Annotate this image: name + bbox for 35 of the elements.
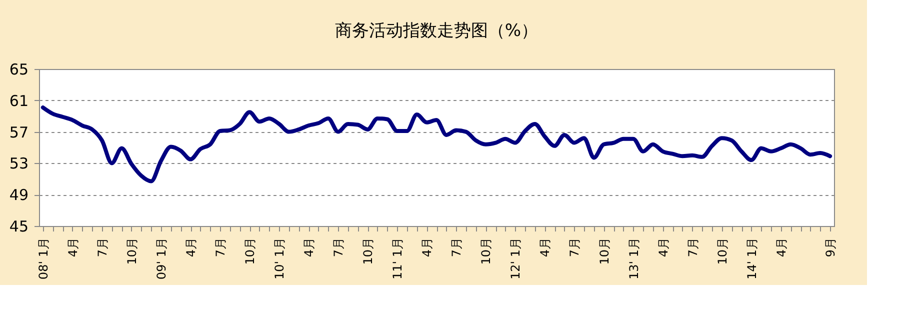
x-tick-label: 10月 [479,238,494,265]
x-tick-label: 4月 [184,238,198,258]
x-tick-label: 7月 [686,238,700,258]
x-tick-label: 09' 1月 [154,238,169,280]
x-tick-label: 14' 1月 [744,238,759,280]
x-tick-label: 10月 [124,238,139,265]
x-tick-label: 10月 [361,238,376,265]
y-tick-label: 53 [9,154,28,173]
x-tick-label: 4月 [66,238,80,258]
x-tick-label: 7月 [214,238,228,258]
x-tick-label: 4月 [774,238,788,258]
x-tick-label: 08' 1月 [36,238,50,280]
x-tick-label: 10月 [597,238,612,265]
y-tick-label: 65 [9,60,28,78]
x-tick-label: 4月 [302,238,316,258]
x-tick-label: 4月 [656,238,670,258]
x-tick-label: 13' 1月 [626,238,641,280]
x-tick-label: 4月 [420,238,434,258]
x-tick-label: 9月 [824,238,838,258]
y-tick-label: 45 [9,218,28,236]
x-tick-label: 7月 [95,238,110,258]
y-tick-label: 49 [9,186,28,204]
y-tick-label: 61 [9,92,28,110]
line-series [40,105,832,184]
x-tick-label: 11' 1月 [390,238,405,280]
x-tick-label: 4月 [538,238,552,258]
x-tick-label: 12' 1月 [508,238,523,280]
x-tick-label: 7月 [332,238,346,258]
x-tick-label: 10月 [243,238,258,265]
x-tick-label: 7月 [568,238,582,258]
y-tick-label: 57 [9,123,28,142]
x-tick-label: 10月 [715,238,730,265]
x-tick-label: 7月 [450,238,464,258]
chart-title: 商务活动指数走势图（%） [334,21,538,41]
x-tick-label: 10' 1月 [272,238,287,280]
